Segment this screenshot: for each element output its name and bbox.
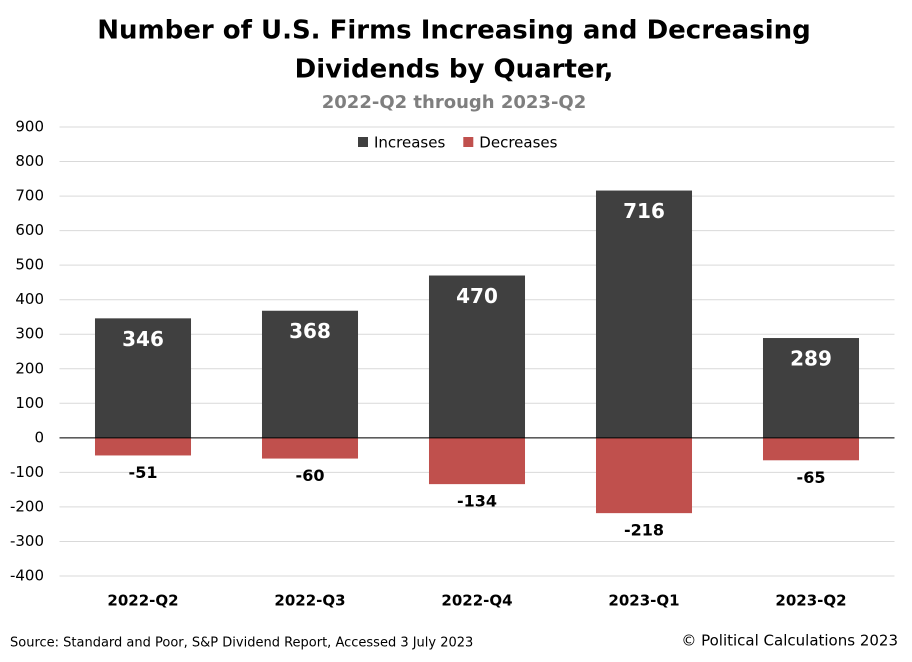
y-tick-label: 500 <box>15 256 44 274</box>
x-tick-label: 2023-Q1 <box>608 592 679 610</box>
y-tick-label: -300 <box>10 532 44 550</box>
y-tick-label: -100 <box>10 463 44 481</box>
data-label: -60 <box>296 466 325 485</box>
bar <box>428 275 526 438</box>
data-label: 470 <box>456 284 498 308</box>
y-tick-label: 0 <box>34 428 44 446</box>
x-tick-label: 2022-Q3 <box>274 592 345 610</box>
data-label: 346 <box>122 327 164 351</box>
x-tick-label: 2022-Q2 <box>107 592 178 610</box>
bar <box>261 310 359 438</box>
y-tick-label: 800 <box>15 152 44 170</box>
y-tick-label: 200 <box>15 359 44 377</box>
bar <box>762 338 860 438</box>
copyright: © Political Calculations 2023 <box>681 632 898 650</box>
data-label: -51 <box>129 463 158 482</box>
data-label: -65 <box>797 468 826 487</box>
y-tick-label: 900 <box>15 118 44 136</box>
x-tick-label: 2023-Q2 <box>775 592 846 610</box>
data-label: -218 <box>624 521 664 540</box>
bar <box>94 437 192 456</box>
y-tick-label: 700 <box>15 187 44 205</box>
data-label: 716 <box>623 199 665 223</box>
legend-label: Decreases <box>479 134 557 152</box>
y-tick-label: -400 <box>10 567 44 585</box>
legend-swatch <box>358 137 368 147</box>
bar <box>595 190 693 438</box>
data-label: -134 <box>457 492 497 511</box>
chart-subtitle: 2022-Q2 through 2023-Q2 <box>322 92 587 113</box>
y-tick-label: 600 <box>15 221 44 239</box>
y-tick-label: 300 <box>15 325 44 343</box>
bar <box>428 437 526 485</box>
x-tick-label: 2022-Q4 <box>441 592 512 610</box>
chart-title: Number of U.S. Firms Increasing and Decr… <box>97 16 810 46</box>
data-label: 289 <box>790 347 832 371</box>
legend-label: Increases <box>374 134 445 152</box>
bar <box>94 318 192 438</box>
bar <box>261 437 359 459</box>
y-tick-label: 400 <box>15 290 44 308</box>
chart-title: Dividends by Quarter, <box>295 55 614 85</box>
bar <box>762 437 860 461</box>
data-label: 368 <box>289 319 331 343</box>
source-note: Source: Standard and Poor, S&P Dividend … <box>10 636 473 651</box>
y-tick-label: -200 <box>10 497 44 515</box>
bar <box>595 437 693 514</box>
legend-swatch <box>463 137 474 147</box>
y-tick-label: 100 <box>15 394 44 412</box>
